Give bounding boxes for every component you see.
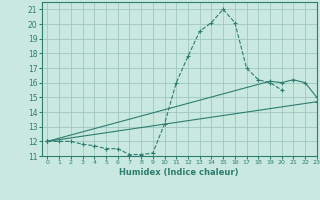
X-axis label: Humidex (Indice chaleur): Humidex (Indice chaleur) — [119, 168, 239, 177]
